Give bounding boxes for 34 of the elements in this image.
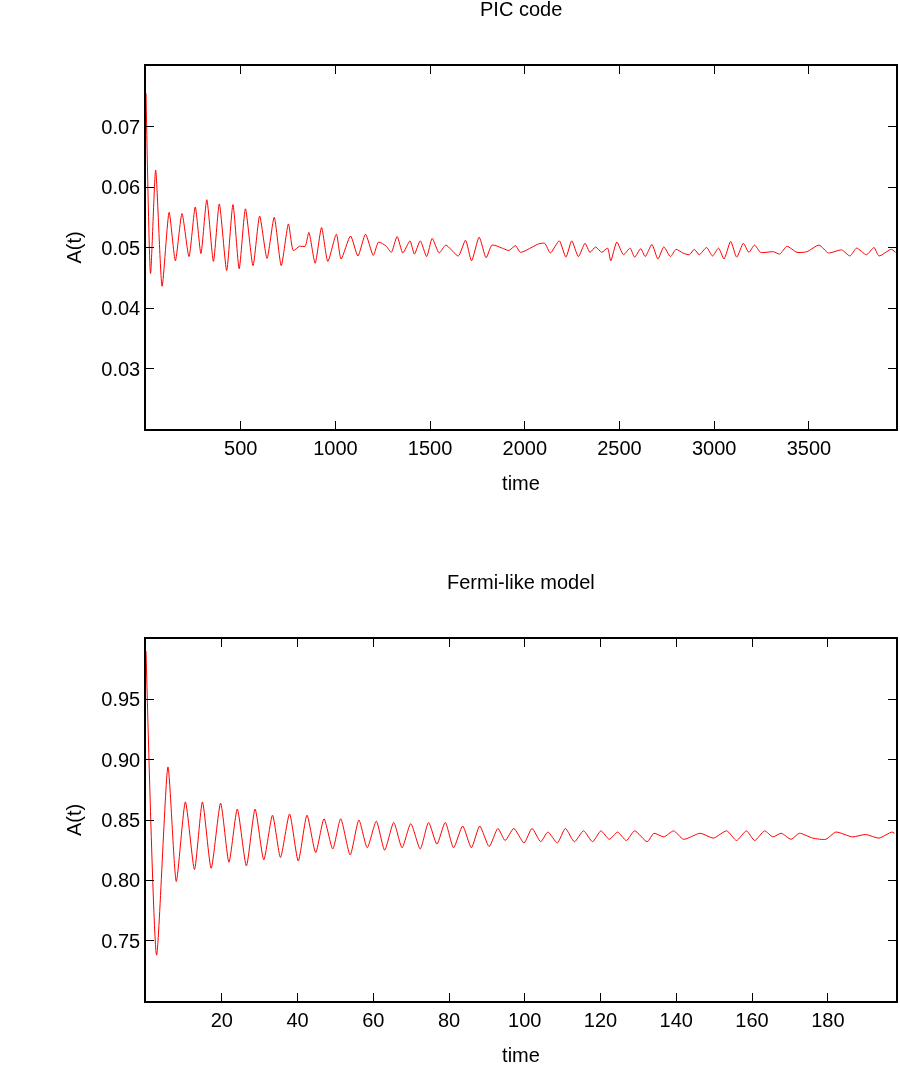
y-tick-label: 0.04: [101, 297, 141, 319]
y-tick-label: 0.03: [101, 357, 141, 380]
x-tick-label: 2000: [502, 436, 548, 459]
x-tick-label: 1000: [313, 436, 358, 459]
y-tick-label: 0.90: [101, 748, 141, 771]
x-tick-label: 80: [437, 1008, 461, 1031]
x-tick-label: 3000: [691, 436, 737, 459]
x-tick-label: 140: [659, 1008, 693, 1031]
x-tick-label: 500: [224, 436, 258, 459]
y-tick-label: 0.75: [101, 929, 141, 952]
y-tick-label: 0.06: [101, 176, 141, 198]
x-tick-label: 160: [735, 1008, 769, 1031]
x-tick-label: 180: [811, 1008, 845, 1031]
y-axis-title: A(t): [63, 803, 86, 837]
x-tick-label: 20: [210, 1008, 233, 1031]
x-tick-label: 2500: [597, 436, 642, 459]
x-tick-label: 40: [286, 1008, 309, 1031]
chart-title: Fermi-like model: [447, 571, 595, 593]
y-axis-title: A(t): [63, 231, 86, 264]
x-tick-label: 1500: [407, 436, 453, 459]
x-axis-title: time: [502, 471, 540, 494]
x-tick-label: 120: [583, 1008, 618, 1031]
y-tick-label: 0.85: [101, 809, 141, 831]
x-axis-title: time: [502, 1043, 540, 1066]
x-tick-label: 3500: [786, 436, 832, 459]
line-series: [146, 650, 895, 956]
x-tick-label: 100: [508, 1008, 542, 1031]
y-tick-label: 0.80: [101, 869, 141, 892]
y-tick-label: 0.05: [101, 236, 141, 259]
y-tick-label: 0.95: [101, 688, 141, 711]
line-series: [146, 92, 896, 287]
chart-title: PIC code: [480, 0, 563, 20]
x-tick-label: 60: [362, 1008, 385, 1031]
y-tick-label: 0.07: [101, 115, 141, 138]
